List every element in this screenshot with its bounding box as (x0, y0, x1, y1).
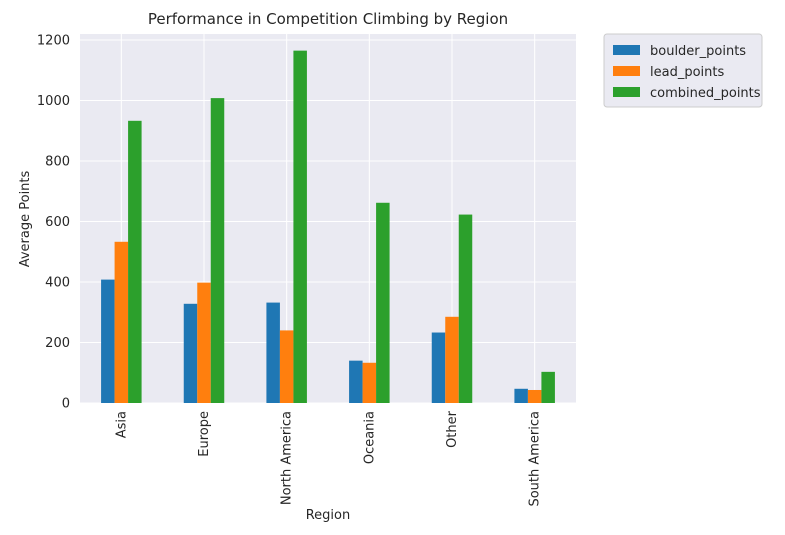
chart-title: Performance in Competition Climbing by R… (148, 10, 508, 28)
bar-boulder-points (266, 302, 280, 403)
bar-combined-points (541, 371, 555, 403)
y-tick-label: 200 (45, 336, 70, 351)
y-tick-label: 600 (45, 215, 70, 230)
y-axis-label: Average Points (18, 170, 33, 267)
bar-lead-points (527, 389, 542, 403)
plot-background (80, 34, 576, 403)
x-tick-labels: Asia Europe North America Oceania Other South… (114, 410, 542, 506)
y-tick-label: 1200 (37, 34, 70, 49)
x-tick-label: Oceania (362, 411, 377, 464)
bar-lead-points (197, 282, 211, 403)
x-tick-label: Other (445, 410, 460, 448)
x-tick-label: Europe (197, 411, 212, 457)
bar-combined-points (210, 98, 225, 404)
y-tick-label: 800 (45, 155, 70, 170)
bar-lead-points (114, 241, 129, 403)
y-tick-label: 1000 (37, 94, 70, 109)
bars (101, 50, 555, 404)
bar-boulder-points (431, 332, 446, 403)
bar-combined-points (376, 202, 390, 403)
x-axis-label: Region (306, 508, 351, 523)
legend-swatch (613, 87, 640, 97)
legend-label: combined_points (650, 86, 761, 101)
y-tick-labels: 0 200 400 600 800 1000 1200 (37, 34, 70, 412)
bar-lead-points (445, 316, 459, 403)
bar-boulder-points (183, 303, 198, 403)
legend-label: boulder_points (650, 44, 746, 59)
legend-swatch (613, 66, 640, 76)
x-tick-label: Asia (114, 411, 129, 438)
legend: boulder_points lead_points combined_points (603, 33, 763, 108)
bar-boulder-points (514, 388, 528, 403)
x-tick-label: North America (280, 411, 295, 505)
y-tick-label: 0 (62, 397, 70, 412)
bar-lead-points (279, 330, 294, 403)
legend-box (603, 33, 763, 108)
x-tick-label: South America (528, 411, 543, 507)
y-tick-label: 400 (45, 276, 70, 291)
bar-combined-points (293, 50, 307, 403)
grid-lines (80, 34, 576, 404)
bar-boulder-points (101, 279, 115, 403)
legend-label: lead_points (650, 65, 724, 80)
bar-boulder-points (349, 360, 363, 403)
legend-swatch (613, 45, 640, 55)
bar-lead-points (362, 362, 377, 403)
bar-combined-points (128, 120, 142, 404)
bar-combined-points (458, 214, 473, 403)
